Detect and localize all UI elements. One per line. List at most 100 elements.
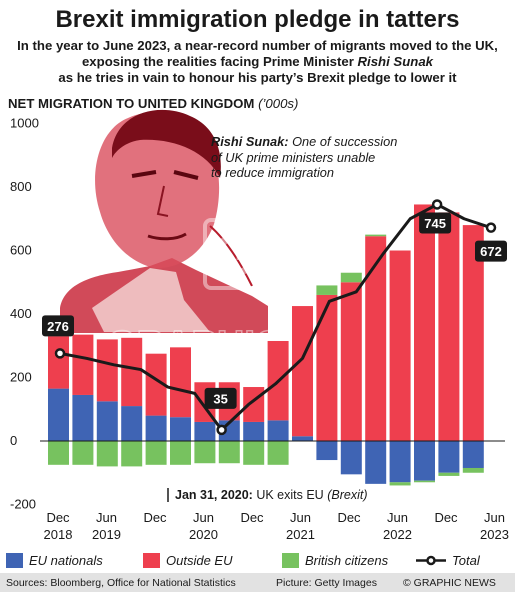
x-tick-month: Jun: [193, 510, 214, 525]
y-tick-label: 800: [10, 179, 32, 194]
bar-eu-nationals: [438, 441, 460, 473]
y-tick-label: -200: [10, 497, 36, 512]
svg-text:Rishi Sunak: One of succession: Rishi Sunak: One of succession: [211, 134, 397, 149]
photo-caption: Rishi Sunak: One of succession of UK pri…: [211, 134, 397, 180]
bar-outside-eu: [170, 347, 191, 418]
chart-heading-label: NET MIGRATION TO UNITED KINGDOM: [8, 96, 255, 111]
legend-british-citizens: British citizens: [282, 553, 388, 568]
total-value-label: 276: [47, 319, 69, 334]
bar-eu-nationals: [72, 394, 94, 441]
bar-eu-nationals: [389, 441, 411, 483]
bar-british-citizens: [96, 441, 118, 467]
total-point: [216, 424, 227, 436]
total-line-layer: 276 35 745 672: [42, 199, 507, 436]
x-axis: Dec 2018 Jun 2019 Dec Jun 2020 Dec Jun 2021 Dec Jun…: [44, 510, 509, 542]
x-tick-month: Dec: [434, 510, 458, 525]
subtitle-part-1: In the year to June 2023, a near-record …: [17, 38, 498, 69]
brexit-annotation: Jan 31, 2020: UK exits EU (Brexit): [167, 488, 367, 502]
bar-outside-eu: [414, 204, 435, 441]
total-value-label-box: [419, 212, 452, 234]
total-value-label: 745: [424, 216, 446, 231]
x-tick-month: Jun: [484, 510, 505, 525]
infographic-title: Brexit immigration pledge in tatters: [55, 6, 460, 33]
legend-label-british: British citizens: [305, 553, 389, 568]
bar-eu-nationals: [243, 421, 265, 441]
bar-british-citizens: [267, 441, 289, 465]
caption-name: Rishi Sunak:: [211, 134, 289, 149]
x-tick-month: Jun: [387, 510, 408, 525]
legend-label-outside: Outside EU: [166, 553, 233, 568]
x-tick-year: 2019: [92, 527, 121, 542]
x-tick-month: Jun: [96, 510, 117, 525]
bar-british-citizens: [414, 480, 435, 483]
y-tick-label: 200: [10, 370, 32, 385]
bar-eu-nationals: [145, 415, 167, 441]
y-tick-label: 1000: [10, 116, 39, 131]
bar-british-citizens: [316, 285, 338, 295]
legend-label-eu: EU nationals: [29, 553, 103, 568]
bar-outside-eu: [96, 339, 118, 402]
bar-eu-nationals: [48, 388, 69, 441]
bar-eu-nationals: [340, 441, 362, 475]
bar-eu-nationals: [292, 436, 313, 441]
bar-british-citizens: [340, 272, 362, 283]
caption-line-1: One of succession: [292, 134, 397, 149]
bar-eu-nationals: [194, 421, 216, 441]
caption-line-2: of UK prime ministers unable: [211, 150, 375, 165]
bar-outside-eu: [292, 306, 313, 437]
footer-picture-credit: Picture: Getty Images: [276, 577, 377, 589]
watermark-logo: GN: [213, 223, 300, 288]
legend-swatch-british: [282, 553, 299, 568]
legend-swatch-total: [416, 555, 446, 566]
y-tick-label: 0: [10, 433, 17, 448]
legend-total: Total: [416, 553, 480, 568]
bars-layer: [48, 204, 484, 486]
bar-eu-nationals: [96, 401, 118, 441]
legend-outside-eu: Outside EU: [143, 553, 232, 568]
bar-british-citizens: [365, 234, 387, 237]
total-value-label-box: [204, 387, 237, 409]
bar-outside-eu: [389, 250, 411, 441]
x-tick-year: 2020: [189, 527, 218, 542]
bar-british-citizens: [145, 441, 167, 465]
bar-outside-eu: [145, 353, 167, 416]
total-value-label: 35: [213, 391, 227, 406]
total-point: [54, 348, 66, 359]
bar-outside-eu: [316, 294, 338, 441]
bar-british-citizens: [194, 441, 216, 464]
y-axis: 1000 800 600 400 200 0 -200: [10, 116, 39, 512]
legend-label-total: Total: [452, 553, 480, 568]
bar-british-citizens: [438, 472, 460, 476]
rishi-sunak-photo: [60, 109, 268, 333]
bar-british-citizens: [48, 441, 69, 465]
bar-outside-eu: [48, 336, 69, 389]
subtitle-name: Rishi Sunak: [357, 54, 434, 69]
chart-heading: NET MIGRATION TO UNITED KINGDOM (’000s): [8, 96, 298, 111]
bar-outside-eu: [340, 282, 362, 441]
x-tick-month: Dec: [240, 510, 264, 525]
bar-outside-eu: [365, 236, 387, 441]
infographic-subtitle: In the year to June 2023, a near-record …: [10, 38, 505, 86]
bar-british-citizens: [462, 467, 484, 473]
bar-eu-nationals: [121, 406, 143, 441]
x-tick-month: Dec: [143, 510, 167, 525]
x-tick-year: 2022: [383, 527, 412, 542]
brexit-note: (Brexit): [327, 488, 367, 502]
footer: Sources: Bloomberg, Office for National …: [0, 573, 515, 592]
total-line: [59, 202, 492, 432]
bar-eu-nationals: [267, 420, 289, 441]
legend-swatch-outside: [143, 553, 160, 568]
bar-eu-nationals: [316, 441, 338, 461]
x-tick-year: 2023: [480, 527, 509, 542]
bar-british-citizens: [170, 441, 191, 465]
bar-british-citizens: [389, 482, 411, 486]
total-value-label-box: [475, 240, 507, 262]
y-tick-label: 400: [10, 306, 32, 321]
bar-eu-nationals: [462, 441, 484, 468]
bar-eu-nationals: [170, 417, 191, 441]
bar-british-citizens: [218, 441, 240, 464]
brexit-date: Jan 31, 2020:: [175, 488, 253, 502]
bar-eu-nationals: [414, 441, 435, 481]
footer-sources: Sources: Bloomberg, Office for National …: [6, 577, 236, 589]
